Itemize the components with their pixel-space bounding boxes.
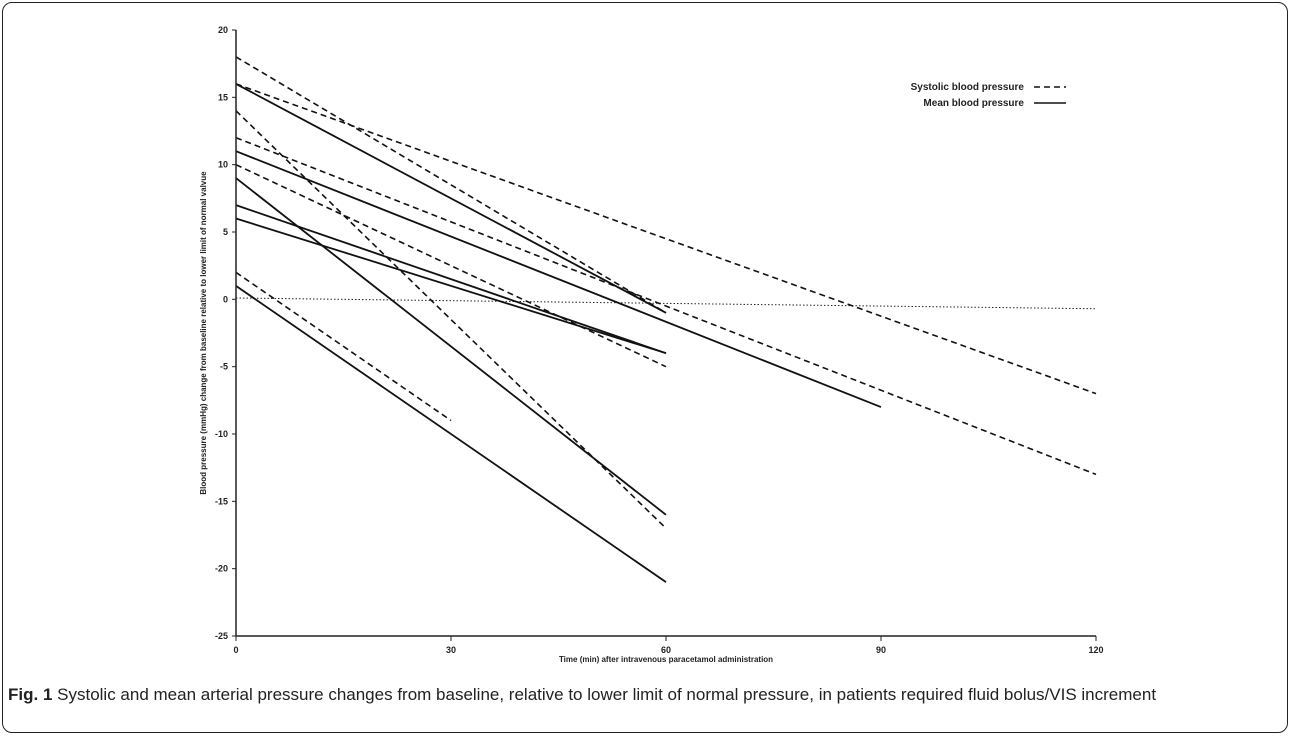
y-tick-label: -15	[215, 496, 228, 506]
x-tick-label: 0	[233, 645, 238, 655]
y-tick-label: 10	[218, 160, 228, 170]
y-axis-label: Blood pressure (mmHg) change from baseli…	[199, 171, 208, 495]
legend: Systolic blood pressure Mean blood pressu…	[911, 82, 1066, 109]
y-tick-label: -25	[215, 631, 228, 641]
series-layer	[236, 57, 1096, 582]
systolic-series-line	[236, 111, 666, 529]
y-tick-label: -20	[215, 564, 228, 574]
figure-caption: Fig. 1 Systolic and mean arterial pressu…	[8, 684, 1208, 706]
y-tick-label: 0	[223, 294, 228, 304]
legend-label: Mean blood pressure	[923, 98, 1024, 109]
systolic-series-line	[236, 272, 451, 420]
mean-series-line	[236, 178, 666, 515]
mean-series-line	[236, 219, 666, 354]
x-tick-label: 30	[446, 645, 456, 655]
mean-series-line	[236, 151, 881, 407]
y-tick-label: -10	[215, 429, 228, 439]
x-tick-label: 90	[876, 645, 886, 655]
y-tick-label: -5	[220, 362, 228, 372]
legend-label: Systolic blood pressure	[911, 82, 1025, 93]
reference-line	[236, 298, 1096, 309]
systolic-series-line	[236, 57, 666, 313]
systolic-series-line	[236, 138, 1096, 475]
axes-layer: 20 15 10 5 0 -5 -10 -15 -20 -25 0 30 60 90 120	[215, 25, 1104, 655]
x-tick-label: 120	[1088, 645, 1103, 655]
systolic-series-line	[236, 165, 666, 367]
x-axis-label: Time (min) after intravenous paracetamol…	[559, 655, 773, 664]
line-chart: 20 15 10 5 0 -5 -10 -15 -20 -25 0 30 60 90 120 Blood p…	[0, 0, 1292, 684]
x-tick-label: 60	[661, 645, 671, 655]
caption-text: Systolic and mean arterial pressure chan…	[57, 685, 1156, 704]
figure-label: Fig. 1	[8, 685, 52, 704]
systolic-series-line	[236, 84, 1096, 394]
y-tick-label: 5	[223, 227, 228, 237]
y-tick-label: 20	[218, 25, 228, 35]
y-tick-label: 15	[218, 92, 228, 102]
